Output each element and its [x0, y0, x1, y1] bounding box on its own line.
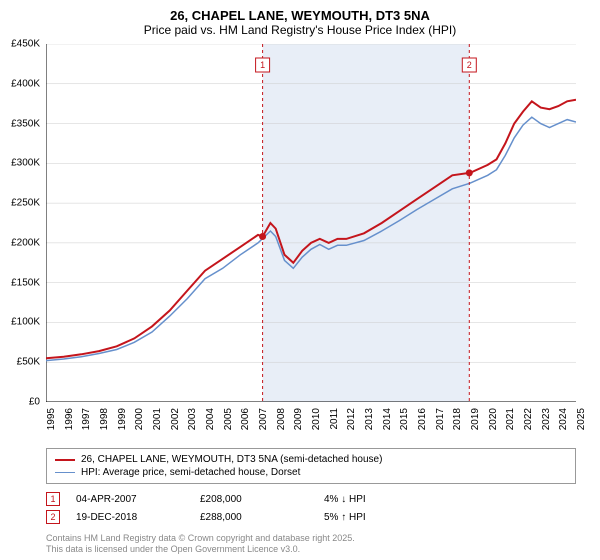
x-tick-label: 2014 [382, 408, 393, 430]
y-tick-label: £150K [11, 277, 40, 288]
x-tick-label: 2013 [364, 408, 375, 430]
x-tick-label: 1996 [64, 408, 75, 430]
x-tick-label: 1999 [117, 408, 128, 430]
y-tick-label: £400K [11, 78, 40, 89]
y-tick-label: £350K [11, 118, 40, 129]
callout-row: 1 04-APR-2007 £208,000 4% ↓ HPI [46, 490, 576, 508]
chart-svg: 12 [46, 44, 576, 402]
x-tick-label: 2006 [240, 408, 251, 430]
x-tick-label: 2020 [488, 408, 499, 430]
chart-subtitle: Price paid vs. HM Land Registry's House … [0, 23, 600, 41]
legend-swatch [55, 459, 75, 461]
callout-box: 2 [46, 510, 60, 524]
x-tick-label: 2015 [399, 408, 410, 430]
footnote-line: Contains HM Land Registry data © Crown c… [46, 533, 355, 545]
y-tick-label: £0 [29, 397, 40, 408]
callout-table: 1 04-APR-2007 £208,000 4% ↓ HPI 2 19-DEC-2018… [46, 490, 576, 526]
x-tick-label: 1997 [81, 408, 92, 430]
x-tick-label: 2024 [558, 408, 569, 430]
marker-dot-1 [259, 233, 266, 240]
x-tick-label: 2010 [311, 408, 322, 430]
x-tick-label: 2022 [523, 408, 534, 430]
marker-num-2: 2 [467, 60, 472, 70]
legend-label: 26, CHAPEL LANE, WEYMOUTH, DT3 5NA (semi… [81, 454, 382, 465]
callout-date: 04-APR-2007 [76, 494, 196, 505]
callout-price: £208,000 [200, 494, 320, 505]
legend-label: HPI: Average price, semi-detached house,… [81, 467, 300, 478]
legend-swatch [55, 472, 75, 473]
callout-date: 19-DEC-2018 [76, 512, 196, 523]
callout-pct: 5% ↑ HPI [324, 512, 444, 523]
x-tick-label: 2016 [417, 408, 428, 430]
callout-row: 2 19-DEC-2018 £288,000 5% ↑ HPI [46, 508, 576, 526]
legend-box: 26, CHAPEL LANE, WEYMOUTH, DT3 5NA (semi… [46, 448, 576, 484]
y-tick-label: £200K [11, 237, 40, 248]
y-tick-label: £250K [11, 198, 40, 209]
x-tick-label: 2009 [293, 408, 304, 430]
x-tick-label: 2018 [452, 408, 463, 430]
legend-row: HPI: Average price, semi-detached house,… [55, 466, 567, 479]
x-tick-label: 2012 [346, 408, 357, 430]
x-tick-label: 1998 [99, 408, 110, 430]
x-tick-label: 2003 [187, 408, 198, 430]
chart-plot-area: 12 [46, 44, 576, 402]
footnote-line: This data is licensed under the Open Gov… [46, 544, 355, 556]
callout-box: 1 [46, 492, 60, 506]
y-axis-labels: £0£50K£100K£150K£200K£250K£300K£350K£400… [0, 44, 44, 402]
footnote: Contains HM Land Registry data © Crown c… [46, 533, 355, 556]
chart-title: 26, CHAPEL LANE, WEYMOUTH, DT3 5NA [0, 0, 600, 23]
x-tick-label: 2019 [470, 408, 481, 430]
x-tick-label: 2004 [205, 408, 216, 430]
shade-region [263, 44, 470, 402]
x-axis-labels: 1995 1996 1997 1998 1999 2000 2001 2002 2003 2004… [46, 404, 576, 444]
y-tick-label: £100K [11, 317, 40, 328]
x-tick-label: 2005 [223, 408, 234, 430]
x-tick-label: 2007 [258, 408, 269, 430]
x-tick-label: 2011 [329, 408, 340, 430]
x-tick-label: 2002 [170, 408, 181, 430]
y-tick-label: £450K [11, 39, 40, 50]
x-tick-label: 2000 [134, 408, 145, 430]
legend-row: 26, CHAPEL LANE, WEYMOUTH, DT3 5NA (semi… [55, 453, 567, 466]
x-tick-label: 1995 [46, 408, 57, 430]
y-tick-label: £300K [11, 158, 40, 169]
x-tick-label: 2025 [576, 408, 587, 430]
callout-pct: 4% ↓ HPI [324, 494, 444, 505]
x-tick-label: 2001 [152, 408, 163, 430]
x-tick-label: 2023 [541, 408, 552, 430]
marker-dot-2 [466, 169, 473, 176]
y-tick-label: £50K [17, 357, 40, 368]
x-tick-label: 2017 [435, 408, 446, 430]
x-tick-label: 2021 [505, 408, 516, 430]
callout-price: £288,000 [200, 512, 320, 523]
marker-num-1: 1 [260, 60, 265, 70]
x-tick-label: 2008 [276, 408, 287, 430]
